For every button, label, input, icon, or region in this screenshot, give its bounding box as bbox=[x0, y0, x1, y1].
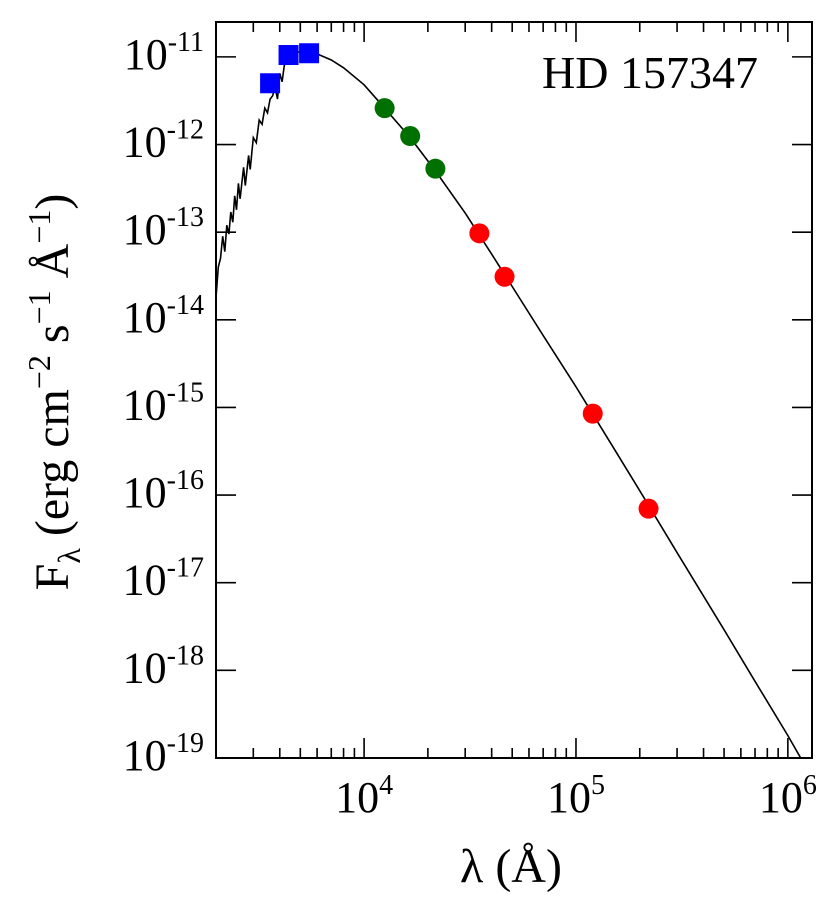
y-tick-label: 10-17 bbox=[123, 553, 204, 605]
x-tick-label: 106 bbox=[759, 770, 817, 822]
y-tick-label: 10-12 bbox=[123, 115, 204, 167]
x-tick-label: 105 bbox=[547, 770, 605, 822]
plot-frame bbox=[215, 21, 813, 759]
data-point-circle bbox=[425, 158, 446, 179]
photometry-points bbox=[260, 43, 659, 519]
data-point-circle bbox=[582, 403, 603, 424]
y-tick-label: 10-11 bbox=[124, 27, 204, 79]
model-spectrum-line bbox=[216, 50, 802, 758]
y-axis-title: Fλ (erg cm−2 s−1 Å−1) bbox=[21, 194, 87, 591]
y-tick-label: 10-19 bbox=[123, 728, 204, 780]
y-tick-label: 10-13 bbox=[123, 202, 204, 254]
data-point-circle bbox=[400, 126, 421, 147]
data-point-square bbox=[260, 73, 281, 94]
data-point-circle bbox=[638, 498, 659, 519]
y-tick-label: 10-16 bbox=[123, 465, 204, 517]
x-axis-title: λ (Å) bbox=[460, 840, 562, 893]
data-point-circle bbox=[494, 266, 515, 287]
data-point-circle bbox=[469, 223, 490, 244]
data-point-square bbox=[278, 45, 299, 66]
axis-ticks bbox=[215, 22, 812, 759]
tick-labels: 104 105 106 10-11 10-12 10-13 10-14 10-15 10-16 1… bbox=[123, 27, 817, 822]
star-name-label: HD 157347 bbox=[542, 47, 758, 98]
data-point-square bbox=[299, 43, 320, 64]
x-tick-label: 104 bbox=[335, 770, 393, 822]
y-tick-label: 10-15 bbox=[123, 377, 204, 429]
y-tick-label: 10-14 bbox=[123, 290, 204, 342]
y-tick-label: 10-18 bbox=[123, 640, 204, 692]
data-point-circle bbox=[374, 98, 395, 119]
